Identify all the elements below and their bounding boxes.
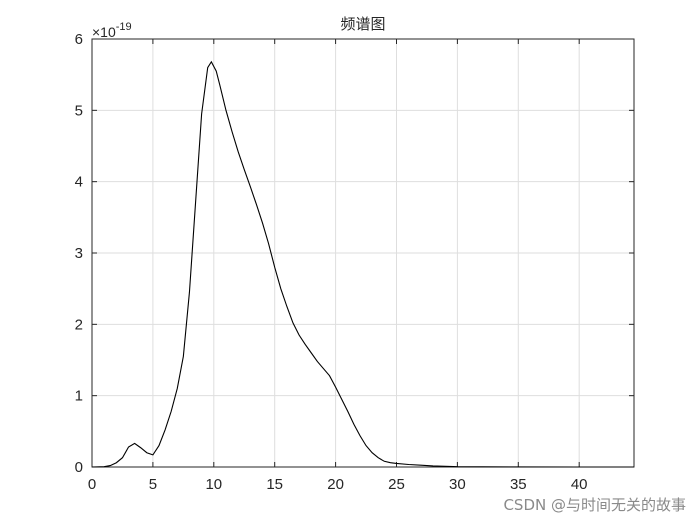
y-tick-label: 4 xyxy=(75,174,83,191)
spectrum-line xyxy=(91,60,634,468)
y-tick-label: 3 xyxy=(75,245,83,262)
y-exponent-label: ×10-19 xyxy=(92,21,132,40)
y-tick-label: 6 xyxy=(75,31,83,48)
x-tick-label: 5 xyxy=(149,476,157,493)
x-tick-label: 25 xyxy=(388,476,405,493)
chart-title: 频谱图 xyxy=(340,15,385,33)
y-tick-label: 0 xyxy=(75,459,83,476)
axis-ticks xyxy=(91,38,634,468)
y-tick-label: 1 xyxy=(75,388,83,405)
x-tick-label: 35 xyxy=(510,476,527,493)
x-tick-label: 40 xyxy=(571,476,588,493)
x-tick-label: 15 xyxy=(266,476,283,493)
watermark: CSDN @与时间无关的故事 xyxy=(503,496,686,514)
x-tick-label: 30 xyxy=(449,476,466,493)
tick-labels: 0 5 10 15 20 25 30 35 40 0 1 2 3 4 5 6 xyxy=(75,31,588,493)
y-tick-label: 2 xyxy=(75,316,83,333)
y-tick-label: 5 xyxy=(75,102,83,119)
y-exponent-power: -19 xyxy=(116,21,132,33)
x-tick-label: 0 xyxy=(88,476,96,493)
x-tick-label: 20 xyxy=(327,476,344,493)
grid xyxy=(92,39,634,467)
x-tick-label: 10 xyxy=(205,476,222,493)
